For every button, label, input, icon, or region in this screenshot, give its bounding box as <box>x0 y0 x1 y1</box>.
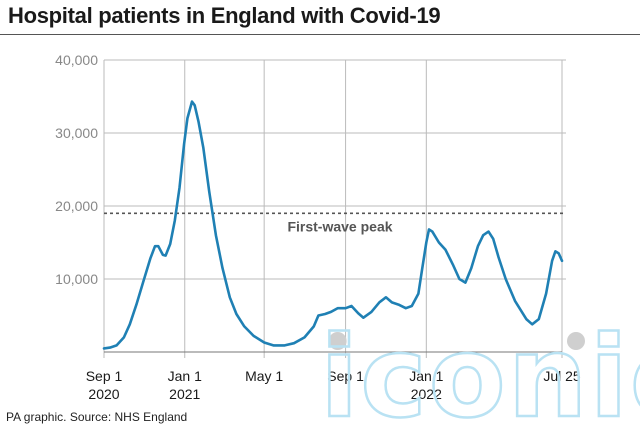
x-tick-label: Jan 1 <box>168 368 202 384</box>
y-tick-label: 30,000 <box>55 125 98 141</box>
decorative-dot <box>328 332 347 350</box>
y-tick-label: 40,000 <box>55 52 98 68</box>
source-note: PA graphic. Source: NHS England <box>6 410 188 424</box>
x-tick-year-label: 2021 <box>169 386 200 402</box>
series-layer <box>102 100 564 350</box>
grid-layer <box>103 59 566 358</box>
x-tick-label: May 1 <box>245 368 283 384</box>
reference-layer: First-wave peak <box>104 212 566 234</box>
y-tick-label: 20,000 <box>55 198 98 214</box>
x-tick-label: Jul 25 <box>543 368 581 384</box>
axis-layer: 10,000 20,000 30,000 40,000 Sep 1 2020 Jan 1 20… <box>55 52 585 402</box>
x-tick-label: Sep 1 <box>86 368 123 384</box>
title-divider <box>0 34 640 35</box>
series-line <box>102 100 564 350</box>
chart-title: Hospital patients in England with Covid-… <box>8 3 441 28</box>
watermark-word: iconic <box>320 320 640 430</box>
reference-label: First-wave peak <box>287 218 392 234</box>
x-tick-label: Sep 1 <box>327 368 364 384</box>
x-tick-label: Jan 1 <box>409 368 443 384</box>
decorative-dot <box>567 332 585 350</box>
y-tick-label: 10,000 <box>55 271 98 287</box>
watermark-logo: iconic <box>319 320 640 430</box>
x-tick-year-label: 2020 <box>88 386 119 402</box>
x-tick-year-label: 2022 <box>411 386 442 402</box>
watermark-text: iconic <box>319 320 640 430</box>
